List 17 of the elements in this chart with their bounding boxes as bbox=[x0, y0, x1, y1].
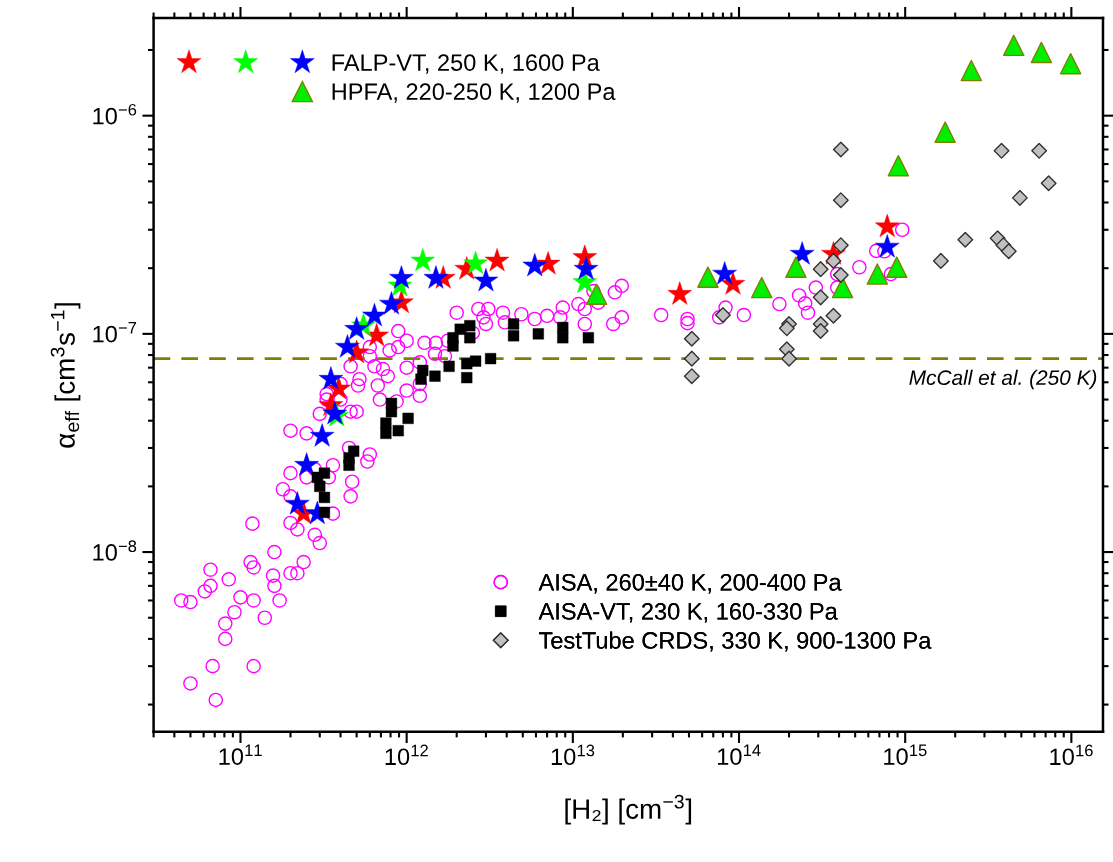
legend-label: AISA-VT, 230 K, 160-330 Pa bbox=[538, 603, 838, 623]
y-tick-label: 10$^{−7}$ bbox=[93, 322, 137, 343]
x-tick-label: 10$^{11}$ bbox=[219, 744, 262, 765]
ref-line-label: McCall et al. (250 K) bbox=[909, 369, 1097, 390]
y-tick-label: 10$^{−8}$ bbox=[93, 540, 137, 561]
x-tick-label: 10$^{15}$ bbox=[884, 744, 927, 765]
legend-label: TestTube CRDS, 330 K, 900-1300 Pa bbox=[539, 631, 932, 652]
y-tick-label: 10$^{−6}$ bbox=[93, 103, 137, 125]
x-tick-label: 10$^{12}$ bbox=[385, 744, 428, 766]
x-tick-label: 10$^{13}$ bbox=[551, 744, 595, 766]
x-tick-label: 10$^{16}$ bbox=[1050, 744, 1093, 766]
legend-label: AISA, 260±40 K, 200-400 Pa bbox=[538, 573, 842, 594]
legend-label: FALP-VT, 250 K, 1600 Pa bbox=[332, 54, 600, 74]
legend-label: HPFA, 220-250 K, 1200 Pa bbox=[332, 83, 616, 103]
y-axis-title: α$_{eff}$ [cm$^{3}$s$^{−1}$] bbox=[50, 303, 81, 448]
x-axis-title: [H₂] [cm$^{−3}$] bbox=[565, 794, 692, 825]
x-tick-label: 10$^{14}$ bbox=[718, 744, 761, 765]
